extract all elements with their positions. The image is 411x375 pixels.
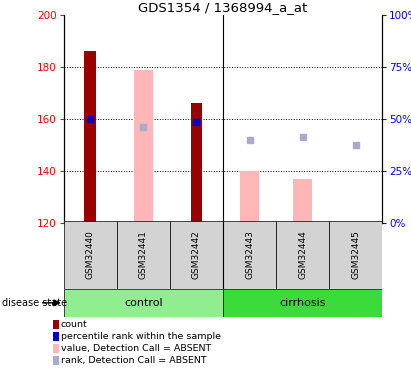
Bar: [293, 179, 312, 223]
Title: GDS1354 / 1368994_a_at: GDS1354 / 1368994_a_at: [139, 1, 307, 14]
Text: GSM32443: GSM32443: [245, 231, 254, 279]
Bar: [276, 221, 329, 289]
Text: GSM32440: GSM32440: [86, 231, 95, 279]
Text: GSM32441: GSM32441: [139, 231, 148, 279]
Text: GSM32444: GSM32444: [298, 231, 307, 279]
Bar: [84, 51, 96, 223]
Bar: [117, 221, 170, 289]
Text: cirrhosis: cirrhosis: [279, 298, 326, 308]
Text: rank, Detection Call = ABSENT: rank, Detection Call = ABSENT: [61, 356, 206, 365]
Bar: [64, 221, 117, 289]
Bar: [170, 221, 223, 289]
Text: count: count: [61, 320, 88, 329]
Bar: [134, 70, 152, 223]
Text: GSM32442: GSM32442: [192, 231, 201, 279]
Text: disease state: disease state: [2, 298, 67, 307]
Text: control: control: [124, 298, 163, 308]
Text: value, Detection Call = ABSENT: value, Detection Call = ABSENT: [61, 344, 211, 353]
Bar: [223, 221, 276, 289]
Bar: [191, 104, 202, 223]
Bar: [64, 289, 223, 317]
Bar: [240, 171, 259, 223]
Bar: [329, 221, 382, 289]
Text: percentile rank within the sample: percentile rank within the sample: [61, 332, 221, 341]
Bar: [223, 289, 382, 317]
Text: GSM32445: GSM32445: [351, 231, 360, 279]
